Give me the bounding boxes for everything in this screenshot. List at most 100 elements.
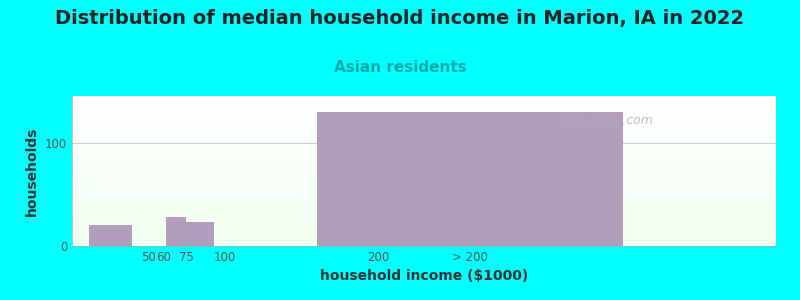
Bar bbox=[72, 138, 776, 139]
Bar bbox=[72, 169, 776, 170]
Bar bbox=[72, 179, 776, 180]
Bar bbox=[72, 178, 776, 179]
Bar bbox=[72, 147, 776, 148]
Bar bbox=[72, 182, 776, 183]
Bar bbox=[72, 141, 776, 142]
Bar bbox=[72, 99, 776, 100]
Bar bbox=[72, 156, 776, 157]
Bar bbox=[72, 235, 776, 236]
Bar bbox=[72, 175, 776, 176]
Bar bbox=[72, 241, 776, 242]
Bar bbox=[72, 183, 776, 184]
Bar bbox=[72, 220, 776, 221]
Bar bbox=[72, 223, 776, 224]
Bar bbox=[72, 217, 776, 218]
Bar bbox=[72, 111, 776, 112]
Bar bbox=[184, 222, 214, 246]
Bar bbox=[72, 128, 776, 129]
Bar bbox=[72, 164, 776, 165]
Bar bbox=[72, 165, 776, 166]
Bar bbox=[72, 204, 776, 205]
Bar bbox=[72, 134, 776, 135]
Bar bbox=[72, 161, 776, 162]
Bar bbox=[72, 185, 776, 186]
Bar bbox=[72, 171, 776, 172]
Bar bbox=[72, 203, 776, 204]
Bar bbox=[72, 100, 776, 101]
Bar bbox=[72, 114, 776, 115]
Bar bbox=[72, 224, 776, 225]
Bar bbox=[72, 208, 776, 209]
Bar bbox=[72, 149, 776, 150]
Bar bbox=[166, 217, 186, 246]
Bar bbox=[72, 102, 776, 103]
Bar bbox=[317, 112, 623, 246]
Bar bbox=[72, 110, 776, 111]
Bar bbox=[72, 180, 776, 181]
Bar bbox=[72, 219, 776, 220]
Bar bbox=[72, 119, 776, 120]
Bar bbox=[72, 199, 776, 200]
Bar bbox=[72, 101, 776, 102]
Bar bbox=[72, 137, 776, 138]
Bar bbox=[72, 244, 776, 245]
Bar bbox=[72, 153, 776, 154]
Bar bbox=[72, 215, 776, 216]
Bar bbox=[72, 155, 776, 156]
Bar bbox=[72, 117, 776, 118]
Y-axis label: households: households bbox=[26, 126, 39, 216]
Bar bbox=[72, 118, 776, 119]
Bar bbox=[72, 212, 776, 213]
Bar bbox=[72, 136, 776, 137]
Bar bbox=[72, 206, 776, 207]
Bar bbox=[72, 159, 776, 160]
Bar bbox=[72, 188, 776, 189]
Bar bbox=[72, 103, 776, 104]
Bar bbox=[72, 131, 776, 132]
Bar bbox=[72, 150, 776, 151]
Bar bbox=[72, 115, 776, 116]
Bar bbox=[72, 232, 776, 233]
Bar bbox=[72, 234, 776, 235]
Bar bbox=[72, 236, 776, 237]
Bar bbox=[72, 100, 776, 101]
Bar bbox=[72, 106, 776, 107]
Bar bbox=[72, 174, 776, 175]
Bar bbox=[72, 229, 776, 230]
Bar bbox=[72, 202, 776, 203]
Bar bbox=[72, 177, 776, 178]
Bar bbox=[72, 211, 776, 212]
Bar bbox=[72, 97, 776, 98]
Bar bbox=[72, 205, 776, 206]
Bar bbox=[72, 152, 776, 153]
Bar bbox=[72, 238, 776, 239]
Bar bbox=[72, 140, 776, 141]
Bar bbox=[72, 126, 776, 127]
Bar bbox=[72, 198, 776, 199]
Bar bbox=[72, 176, 776, 177]
Bar bbox=[72, 113, 776, 114]
Bar bbox=[72, 189, 776, 190]
Bar bbox=[72, 162, 776, 163]
Bar bbox=[89, 225, 132, 246]
Bar bbox=[72, 98, 776, 99]
Bar bbox=[72, 169, 776, 170]
Text: Distribution of median household income in Marion, IA in 2022: Distribution of median household income … bbox=[55, 9, 745, 28]
Bar bbox=[72, 184, 776, 185]
Bar bbox=[72, 170, 776, 171]
Text: Asian residents: Asian residents bbox=[334, 60, 466, 75]
Bar bbox=[72, 148, 776, 149]
Bar bbox=[72, 123, 776, 124]
Bar bbox=[72, 144, 776, 145]
Text: City-Data.com: City-Data.com bbox=[565, 114, 654, 127]
Bar bbox=[72, 191, 776, 192]
Bar bbox=[72, 167, 776, 168]
Bar bbox=[72, 124, 776, 125]
Bar bbox=[72, 121, 776, 122]
Bar bbox=[72, 109, 776, 110]
Bar bbox=[72, 209, 776, 210]
Bar bbox=[72, 216, 776, 217]
Bar bbox=[72, 133, 776, 134]
Bar bbox=[72, 107, 776, 108]
Bar bbox=[72, 129, 776, 130]
